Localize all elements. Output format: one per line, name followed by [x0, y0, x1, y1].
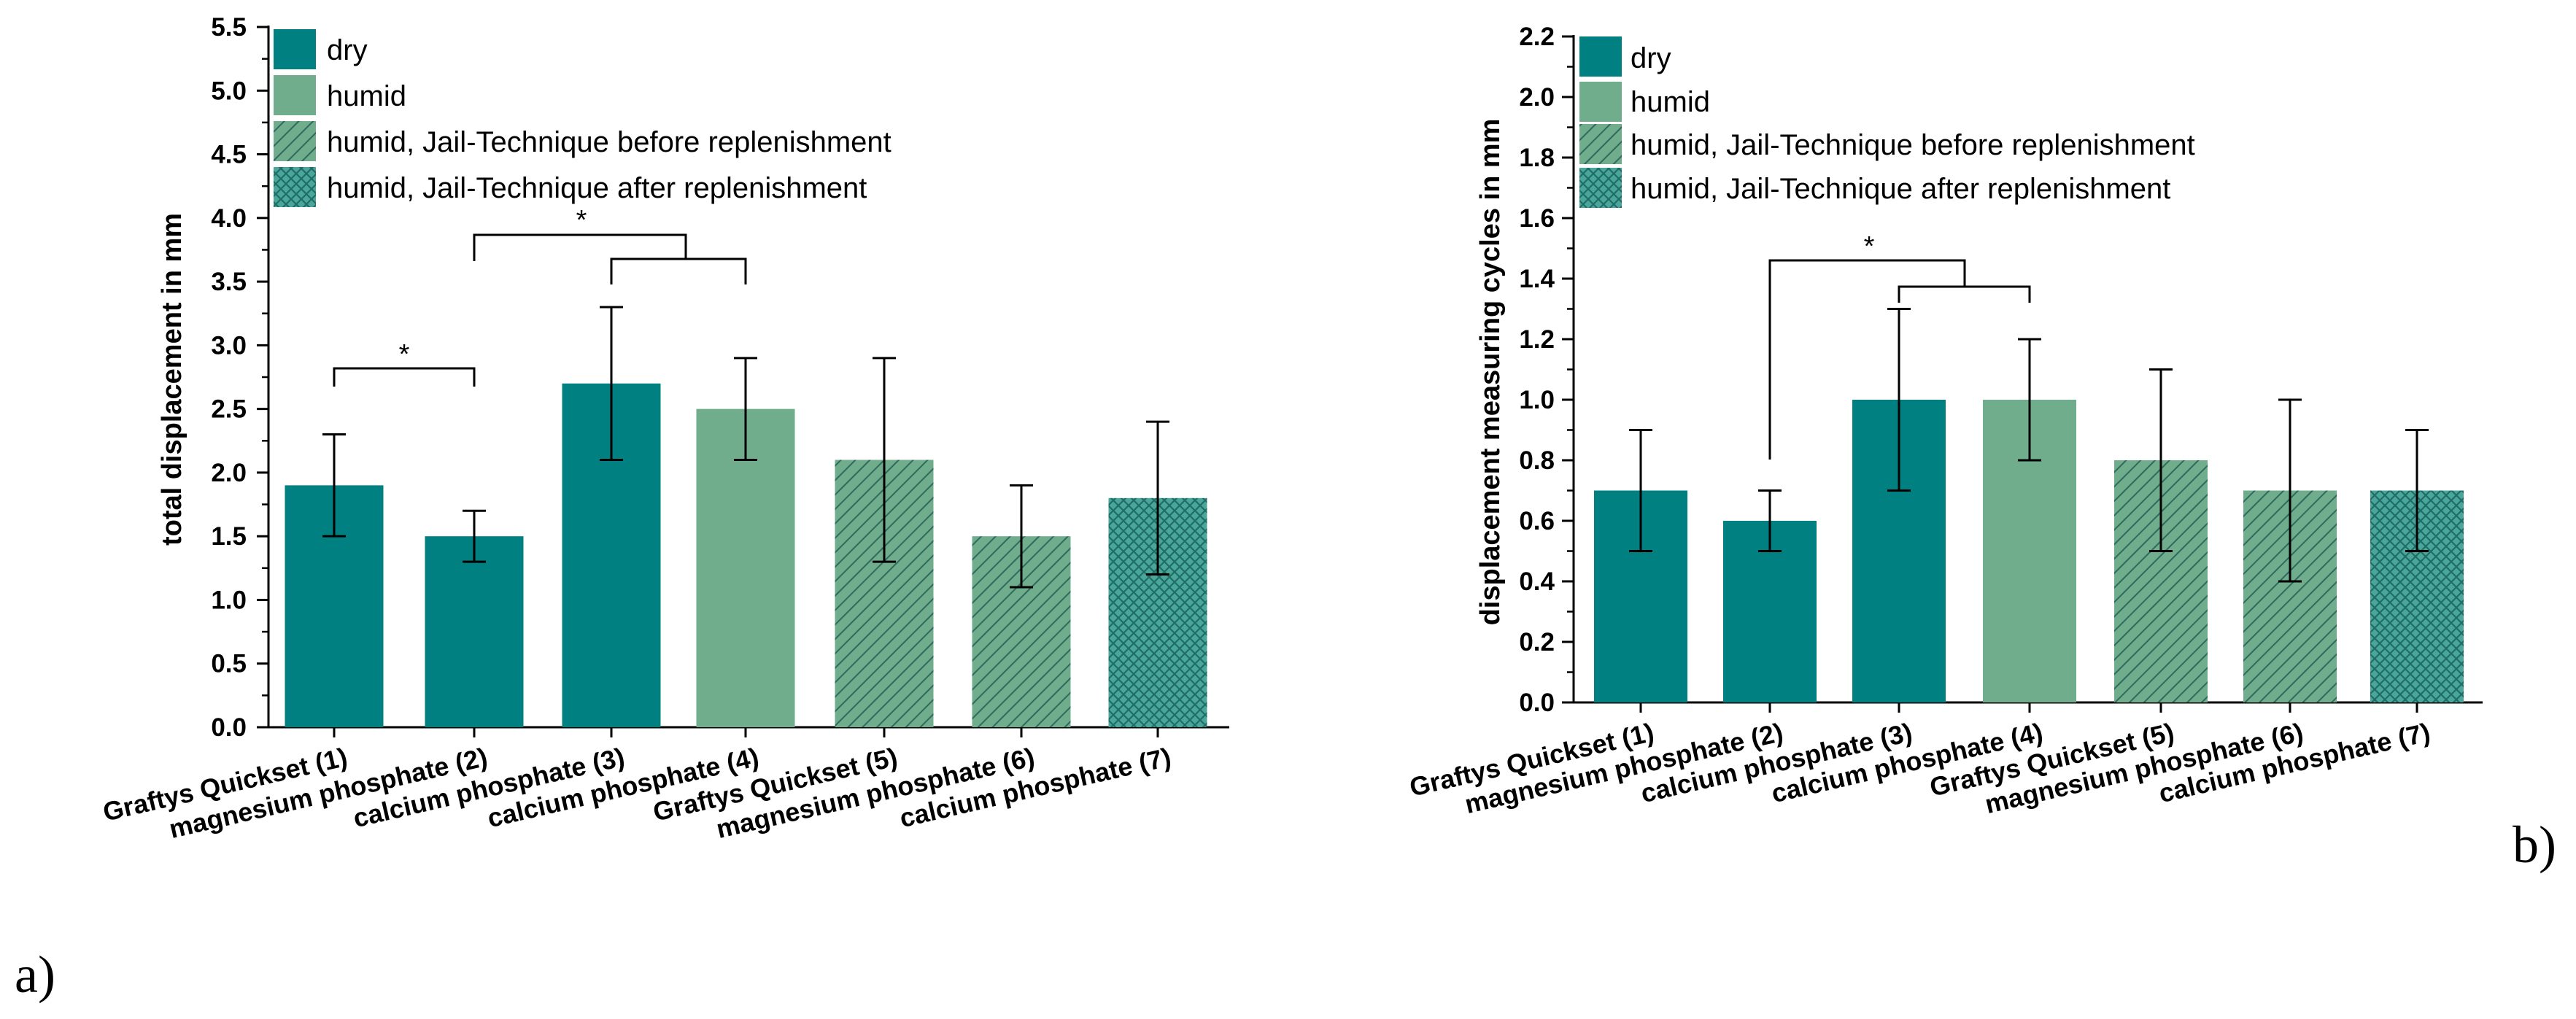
chart-a-error-bar-3: [600, 306, 623, 461]
chart-a-error-bar-4: [734, 357, 757, 461]
chart-a-y-tick-label: 4.0: [211, 204, 247, 233]
chart-b-y-tick-label: 1.6: [1519, 204, 1555, 233]
panel-label-a: a): [15, 945, 55, 1004]
chart-b-y-tick-label: 0.2: [1519, 628, 1555, 656]
legend-a-swatch-humid: [274, 75, 316, 115]
chart-b: 0.0 0.2 0.4 0.6 0.8 1.0 1.2 1.4 1.6 1.8 2.0 2.2 Gra…: [1407, 23, 2556, 874]
chart-a-y-tick-label: 0.0: [211, 713, 247, 742]
panel-label-b: b): [2513, 815, 2556, 874]
chart-a-y-tick-label: 3.5: [211, 268, 247, 296]
chart-b-legend: dry humid humid, Jail-Technique before r…: [1579, 36, 2195, 208]
chart-b-y-tick-label: 0.0: [1519, 689, 1555, 717]
chart-a-category-labels: Graftys Quickset (1)magnesium phosphate …: [100, 742, 1174, 844]
chart-a-error-bar-5: [873, 357, 896, 563]
legend-a-swatch-dry: [274, 29, 316, 69]
chart-b-error-bar-1: [1629, 429, 1652, 552]
chart-a: 0.0 0.5 1.0 1.5 2.0 2.5 3.0 3.5 4.0 4.5 5.0 5.5 Gra…: [15, 13, 1229, 1004]
legend-b-swatch-dry: [1579, 36, 1622, 77]
chart-b-error-bar-5: [2149, 368, 2173, 552]
chart-a-y-tick-label: 5.0: [211, 77, 247, 105]
chart-a-bars: [285, 306, 1207, 727]
chart-b-y-tick-label: 2.0: [1519, 83, 1555, 112]
chart-b-y-tick-label: 2.2: [1519, 23, 1555, 51]
chart-a-y-tick-label: 4.5: [211, 141, 247, 169]
chart-a-significance-2: *: [473, 205, 747, 284]
chart-a-y-tick-label: 5.5: [211, 13, 247, 42]
chart-a-bar-2: [425, 536, 524, 727]
chart-a-error-bar-2: [463, 509, 486, 563]
legend-a-label-jail-before: humid, Jail-Technique before replenishme…: [327, 126, 891, 158]
chart-b-y-tick-label: 0.8: [1519, 446, 1555, 475]
chart-b-error-bar-2: [1758, 489, 1782, 552]
chart-a-error-bar-7: [1146, 420, 1169, 576]
chart-b-error-bar-4: [2018, 338, 2041, 462]
legend-b-label-jail-after: humid, Jail-Technique after replenishmen…: [1631, 173, 2170, 205]
chart-a-legend: dry humid humid, Jail-Technique before r…: [274, 29, 891, 207]
chart-b-error-bar-6: [2278, 398, 2302, 583]
chart-b-category-labels: Graftys Quickset (1)magnesium phosphate …: [1407, 717, 2433, 819]
legend-a-swatch-jail-before: [274, 121, 316, 161]
legend-b-swatch-humid: [1579, 82, 1622, 122]
chart-a-significance-star-2: *: [576, 205, 587, 236]
legend-b-label-dry: dry: [1631, 42, 1671, 74]
chart-a-significance-star-1: *: [399, 339, 410, 370]
legend-b-swatch-jail-before: [1579, 124, 1622, 164]
chart-b-y-tick-label: 0.4: [1519, 567, 1555, 596]
chart-a-bar-4: [696, 408, 795, 727]
chart-b-y-tick-label: 1.2: [1519, 325, 1555, 354]
chart-b-significance-star-1: *: [1864, 231, 1875, 262]
chart-a-y-tick-label: 1.0: [211, 586, 247, 614]
chart-a-y-tick-label: 2.0: [211, 459, 247, 487]
chart-a-significance-1: *: [333, 339, 476, 387]
chart-a-axes: 0.0 0.5 1.0 1.5 2.0 2.5 3.0 3.5 4.0 4.5 5.0 5.5: [211, 13, 1229, 742]
chart-a-error-bar-6: [1010, 484, 1033, 589]
chart-b-y-tick-label: 1.8: [1519, 144, 1555, 172]
chart-a-y-tick-label: 3.0: [211, 331, 247, 360]
chart-a-y-tick-label: 1.5: [211, 522, 247, 551]
chart-b-y-tick-label: 1.4: [1519, 265, 1555, 293]
chart-b-y-tick-label: 0.6: [1519, 507, 1555, 535]
chart-b-error-bar-3: [1887, 308, 1911, 492]
chart-b-y-tick-label: 1.0: [1519, 386, 1555, 414]
legend-a-label-dry: dry: [327, 34, 368, 66]
legend-a-label-jail-after: humid, Jail-Technique after replenishmen…: [327, 172, 867, 204]
chart-b-error-bar-7: [2405, 429, 2429, 552]
legend-a-swatch-jail-after: [274, 167, 316, 207]
chart-b-significance-1: *: [1768, 231, 2031, 460]
chart-a-error-bar-1: [322, 433, 346, 538]
legend-b-swatch-jail-after: [1579, 168, 1622, 208]
chart-b-bars: [1594, 308, 2464, 702]
chart-a-y-axis-title: total displacement in mm: [157, 213, 187, 546]
legend-b-label-humid: humid: [1631, 86, 1710, 118]
legend-a-label-humid: humid: [327, 80, 406, 112]
chart-a-y-tick-label: 0.5: [211, 650, 247, 678]
chart-b-y-axis-title: displacement measuring cycles in mm: [1475, 119, 1506, 626]
chart-a-y-tick-label: 2.5: [211, 395, 247, 424]
legend-b-label-jail-before: humid, Jail-Technique before replenishme…: [1631, 129, 2195, 161]
